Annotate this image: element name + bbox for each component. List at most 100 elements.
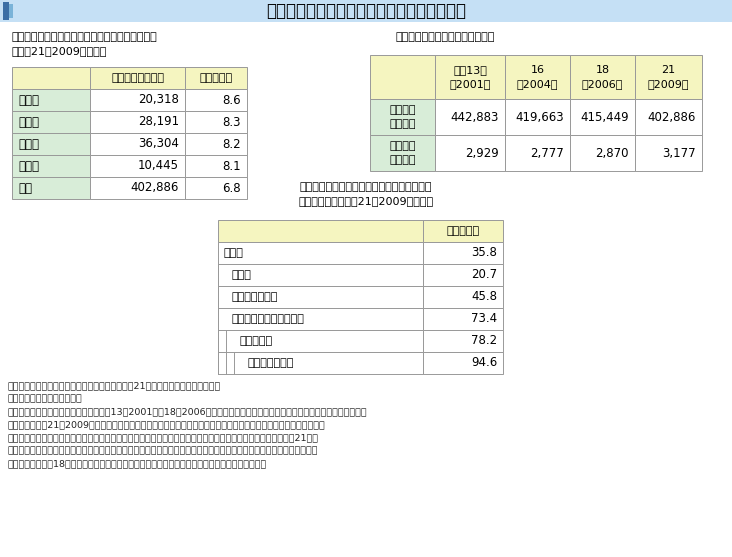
Bar [570,55,635,99]
Bar [3,2,9,20]
Bar [218,220,423,242]
Text: 73.4: 73.4 [471,312,497,325]
Bar [423,286,503,308]
Bar [185,67,247,89]
Bar [185,177,247,199]
Text: 卸売業、小売業: 卸売業、小売業 [232,292,278,302]
Text: 20.7: 20.7 [471,268,497,281]
Text: 18
（2006）: 18 （2006） [582,65,623,89]
Text: 大阪府: 大阪府 [18,138,39,150]
Text: 36,304: 36,304 [138,138,179,150]
Bar [370,99,435,135]
Text: 事業所数
（か所）: 事業所数 （か所） [389,105,416,129]
Text: 442,883: 442,883 [451,110,499,124]
Text: 宿泊業、飲食サービス業: 宿泊業、飲食サービス業 [232,314,305,324]
Text: 94.6: 94.6 [471,356,497,369]
Text: 45.8: 45.8 [471,291,497,304]
Bar [635,135,702,171]
Text: 注：１）対象は民営事業所: 注：１）対象は民営事業所 [8,394,83,403]
Text: ２）「外食産業」について、平成13（2001）～18（2006）年は、「事業所・企業統計調査」の「一般飲食店」の数値。: ２）「外食産業」について、平成13（2001）～18（2006）年は、「事業所・… [8,407,367,416]
Bar [218,264,423,286]
Bar [90,155,185,177]
Text: （事業所数及び従業者数の推移）: （事業所数及び従業者数の推移） [395,32,494,42]
Bar [423,352,503,374]
Text: 419,663: 419,663 [515,110,564,124]
Text: 402,886: 402,886 [130,182,179,194]
Text: 28,191: 28,191 [138,115,179,129]
Bar [12,89,90,111]
Bar [90,111,185,133]
Bar [12,67,90,89]
Bar [570,135,635,171]
Text: 2,870: 2,870 [596,146,629,159]
Text: 8.3: 8.3 [223,115,241,129]
Text: 35.8: 35.8 [471,247,497,260]
Bar [218,308,423,330]
Text: 一般飲食店: 一般飲食店 [240,336,273,346]
Bar [435,135,505,171]
Bar [12,133,90,155]
Text: 8.1: 8.1 [223,159,241,173]
Bar [90,89,185,111]
Bar [635,99,702,135]
Bar [423,264,503,286]
Bar [570,99,635,135]
Bar [90,133,185,155]
Bar [12,177,90,199]
Text: 済センサス－基礎調査」は「事業所・企業統計調査」と調査の対象は同様であるが、調査手法が異なるため、: 済センサス－基礎調査」は「事業所・企業統計調査」と調査の対象は同様であるが、調査… [8,446,318,455]
Text: 21
（2009）: 21 （2009） [648,65,690,89]
Text: 402,886: 402,886 [648,110,696,124]
Bar [218,286,423,308]
Bar [505,99,570,135]
Text: 従業者数
（千人）: 従業者数 （千人） [389,141,416,165]
Text: 20,318: 20,318 [138,94,179,106]
Bar [635,55,702,99]
Text: 2,777: 2,777 [530,146,564,159]
Text: 8.6: 8.6 [223,94,241,106]
Bar [185,133,247,155]
Bar [218,330,423,352]
Bar [370,135,435,171]
Text: 16
（2004）: 16 （2004） [517,65,559,89]
Bar [90,67,185,89]
Text: 割合（％）: 割合（％） [447,226,479,236]
Text: 資料：総務省「事業所・企業統計調査」、「平成21年経済センサス－基礎調査」: 資料：総務省「事業所・企業統計調査」、「平成21年経済センサス－基礎調査」 [8,381,221,390]
Text: 8.2: 8.2 [223,138,241,150]
Bar [12,111,90,133]
Text: 愛知県: 愛知県 [18,115,39,129]
Text: 事業所数（か所）: 事業所数（か所） [111,73,164,83]
Bar [435,55,505,99]
Text: 2,929: 2,929 [466,146,499,159]
Bar [0,0,732,22]
Text: ハンバーガー店: ハンバーガー店 [248,358,294,368]
Bar [12,155,90,177]
Bar [185,89,247,111]
Bar [370,55,435,99]
Text: 415,449: 415,449 [580,110,629,124]
Bar [423,330,503,352]
Bar [505,55,570,99]
Text: 平成13年
（2001）: 平成13年 （2001） [449,65,490,89]
Text: 78.2: 78.2 [471,335,497,348]
Bar [423,308,503,330]
Bar [185,111,247,133]
Text: 6.8: 6.8 [223,182,241,194]
Text: （常用雇用者に占める正社員・正職員以外の
雇用者の割合（平成21（2009）年））: （常用雇用者に占める正社員・正職員以外の 雇用者の割合（平成21（2009）年）… [299,182,433,206]
Text: 京都府: 京都府 [18,159,39,173]
Bar [423,220,503,242]
Text: 平成21（2009）年は、総務省「経済センサス－基礎調査」の産業中分類「飲食店」のうち、食堂・レスト: 平成21（2009）年は、総務省「経済センサス－基礎調査」の産業中分類「飲食店」… [8,420,326,429]
Text: 割合（％）: 割合（％） [199,73,233,83]
Text: ラン、専門料理店、そば・うどん店、すし店、喫茶店、その他の飲食店の数値を合算。なお、「平成21年経: ラン、専門料理店、そば・うどん店、すし店、喫茶店、その他の飲食店の数値を合算。な… [8,433,319,442]
Text: （全産業に占める外食産業の割合が高い都道府県
（平成21（2009）年））: （全産業に占める外食産業の割合が高い都道府県 （平成21（2009）年）） [12,32,158,56]
Text: 製造業: 製造業 [232,270,252,280]
Bar [435,99,505,135]
Text: 兵庫県: 兵庫県 [18,94,39,106]
Bar [185,155,247,177]
Bar [218,352,423,374]
Bar [90,177,185,199]
Text: 全国: 全国 [18,182,32,194]
Bar [218,242,423,264]
Text: 3,177: 3,177 [662,146,696,159]
Text: 「平成18年事業所・企業統計調査」との差数がすべて増加・減少を示すものではない。: 「平成18年事業所・企業統計調査」との差数がすべて増加・減少を示すものではない。 [8,459,267,468]
Bar [9,4,13,18]
